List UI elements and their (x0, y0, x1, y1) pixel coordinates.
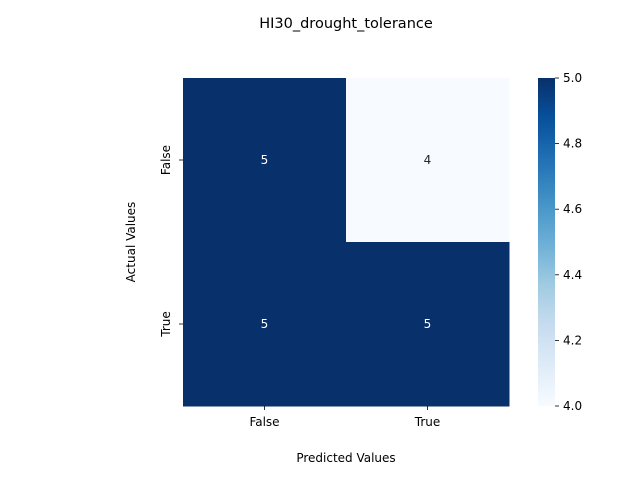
y-tick-label: True (159, 311, 173, 338)
colorbar-tick-label: 4.2 (563, 333, 582, 347)
cell-value-label: 5 (424, 317, 432, 331)
heatmap-cell (183, 242, 347, 407)
cell-value-label: 4 (424, 153, 432, 167)
heatmap-cells: 5 4 5 5 (183, 78, 510, 407)
colorbar-tick-label: 4.0 (563, 399, 582, 413)
y-tick-label: False (159, 145, 173, 175)
colorbar-tick-label: 4.4 (563, 268, 582, 282)
colorbar-tick-label: 4.6 (563, 202, 582, 216)
cell-value-label: 5 (261, 317, 269, 331)
colorbar-ticks: 4.0 4.2 4.4 4.6 4.8 5.0 (555, 71, 582, 413)
heatmap-cell (183, 78, 347, 243)
y-axis-ticks: False True (159, 145, 183, 338)
x-axis-label: Predicted Values (296, 451, 395, 465)
heatmap-cell (346, 78, 510, 243)
heatmap-cell (346, 242, 510, 407)
x-tick-label: True (414, 415, 441, 429)
chart-title: HI30_drought_tolerance (259, 16, 433, 32)
y-axis-label: Actual Values (124, 202, 138, 283)
colorbar (538, 78, 555, 406)
x-axis-ticks: False True (249, 406, 440, 429)
colorbar-tick-label: 5.0 (563, 71, 582, 85)
colorbar-tick-label: 4.8 (563, 137, 582, 151)
x-tick-label: False (249, 415, 279, 429)
cell-value-label: 5 (261, 153, 269, 167)
